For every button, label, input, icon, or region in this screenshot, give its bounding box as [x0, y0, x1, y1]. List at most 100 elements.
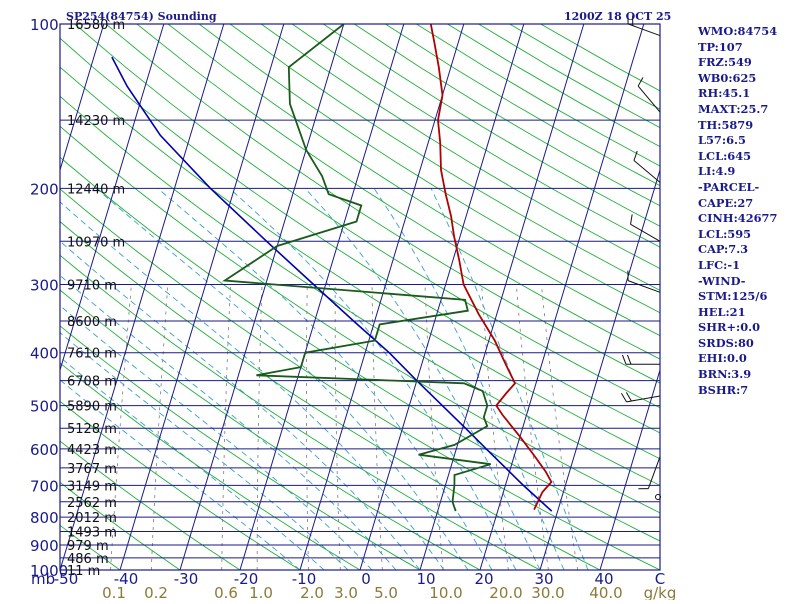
wind-barb-staff — [628, 24, 660, 36]
mixing-ratio-tick-label: 1.0 — [249, 584, 273, 600]
wind-barb — [628, 271, 660, 293]
wind-barb — [634, 151, 660, 182]
mixing-ratio-line — [425, 285, 443, 571]
pressure-axis-label: 800 — [30, 509, 59, 527]
dry-adiabat-line — [13, 24, 800, 570]
pressure-axis-label: 900 — [30, 537, 59, 555]
wind-barb — [621, 392, 660, 401]
height-label: 9710 m — [67, 279, 117, 294]
pressure-axis-label: 200 — [30, 180, 59, 198]
stat-line: STM:125/6 — [698, 289, 798, 305]
dry-adiabat-line — [0, 24, 420, 570]
height-label: 10970 m — [67, 235, 125, 250]
moist-adiabat-line — [96, 188, 468, 570]
stat-line: HEL:21 — [698, 305, 798, 321]
stat-section-header: -WIND- — [698, 274, 798, 290]
mixing-ratio-tick-label: 20.0 — [489, 584, 522, 600]
pressure-unit-label: mb — [31, 570, 55, 588]
stat-line: MAXT:25.7 — [698, 102, 798, 118]
pressure-axis-label: 500 — [30, 398, 59, 416]
temperature-tick-label: 0 — [361, 570, 371, 588]
stat-line: RH:45.1 — [698, 86, 798, 102]
pressure-axis-label: 700 — [30, 477, 59, 495]
isotherm-line — [540, 24, 704, 570]
stat-line: BRN:3.9 — [698, 367, 798, 383]
wind-barb-flag — [622, 355, 626, 364]
stat-line: LCL:595 — [698, 227, 798, 243]
stat-line: FRZ:549 — [698, 55, 798, 71]
mixing-ratio-tick-label: 3.0 — [334, 584, 358, 600]
isotherm-line — [240, 24, 404, 570]
stat-line: LCL:645 — [698, 149, 798, 165]
height-label: 5890 m — [67, 400, 117, 415]
chart-title: SP254(84754) Sounding — [66, 10, 217, 23]
pressure-axis-label: 600 — [30, 441, 59, 459]
height-label: 14230 m — [67, 114, 125, 129]
stat-line: LFC:-1 — [698, 258, 798, 274]
temperature-tick-label: -30 — [174, 570, 199, 588]
height-label: 8600 m — [67, 315, 117, 330]
mixing-ratio-tick-label: g/kg — [644, 584, 677, 600]
wind-barb-flag — [627, 355, 631, 364]
stat-line: L57:6.5 — [698, 133, 798, 149]
stat-line: LI:4.9 — [698, 164, 798, 180]
mixing-ratio-tick-label: 0.2 — [144, 584, 168, 600]
wind-barb-flag — [626, 392, 631, 401]
mixing-ratio-line — [306, 285, 308, 571]
dry-adiabat-line — [106, 24, 800, 570]
mixing-ratio-line — [257, 285, 262, 571]
plot-frame — [60, 24, 660, 570]
mixing-ratio-tick-label: 2.0 — [300, 584, 324, 600]
wind-barb-staff — [627, 396, 660, 402]
isotherm-line — [480, 24, 644, 570]
mixing-ratio-line — [335, 285, 340, 571]
wind-barb — [638, 77, 660, 112]
temperature-tick-label: -50 — [54, 570, 79, 588]
isotherm-line — [120, 24, 284, 570]
stat-section-header: -PARCEL- — [698, 180, 798, 196]
dry-adiabat-line — [0, 24, 800, 570]
stat-line: BSHR:7 — [698, 383, 798, 399]
mixing-ratio-tick-label: 40.0 — [589, 584, 622, 600]
stat-line: EHI:0.0 — [698, 351, 798, 367]
valid-time: 1200Z 18 OCT 25 — [564, 10, 671, 23]
mixing-ratio-tick-label: 10.0 — [429, 584, 462, 600]
moist-adiabat-line — [158, 188, 492, 570]
wind-barb-flag — [631, 214, 633, 224]
height-label: 7610 m — [67, 347, 117, 362]
stat-line: CAPE:27 — [698, 196, 798, 212]
wind-barb-staff — [648, 457, 660, 489]
pressure-axis-label: 400 — [30, 345, 59, 363]
mixing-ratio-line — [372, 285, 382, 571]
stat-line: CAP:7.3 — [698, 242, 798, 258]
stat-line: TP:107 — [698, 40, 798, 56]
height-label: 4423 m — [67, 443, 117, 458]
mixing-ratio-tick-label: 0.6 — [214, 584, 238, 600]
dry-adiabat-line — [0, 24, 780, 570]
stat-line: TH:5879 — [698, 118, 798, 134]
stat-line: WMO:84754 — [698, 24, 798, 40]
height-label: 6708 m — [67, 375, 117, 390]
height-label: 2562 m — [67, 496, 117, 511]
stat-line: CINH:42677 — [698, 211, 798, 227]
stat-line: SHR+:0.0 — [698, 320, 798, 336]
pressure-axis-label: 300 — [30, 277, 59, 295]
stat-line: SRDS:80 — [698, 336, 798, 352]
height-label: 3767 m — [67, 462, 117, 477]
stat-line: WB0:625 — [698, 71, 798, 87]
mixing-ratio-tick-label: 30.0 — [531, 584, 564, 600]
pressure-axis-label: 100 — [30, 16, 59, 34]
height-label: 5128 m — [67, 422, 117, 437]
stability-indices-panel: WMO:84754 TP:107 FRZ:549 WB0:625 RH:45.1… — [698, 24, 798, 398]
mixing-ratio-line — [151, 285, 168, 571]
mixing-ratio-tick-label: 5.0 — [374, 584, 398, 600]
height-label: 2012 m — [67, 511, 117, 526]
wind-barb-flag — [621, 393, 626, 402]
mixing-ratio-tick-label: 0.1 — [102, 584, 126, 600]
isotherm-line — [180, 24, 344, 570]
wind-barb-staff — [631, 224, 660, 241]
height-label: 3149 m — [67, 479, 117, 494]
height-label: 12440 m — [67, 182, 125, 197]
